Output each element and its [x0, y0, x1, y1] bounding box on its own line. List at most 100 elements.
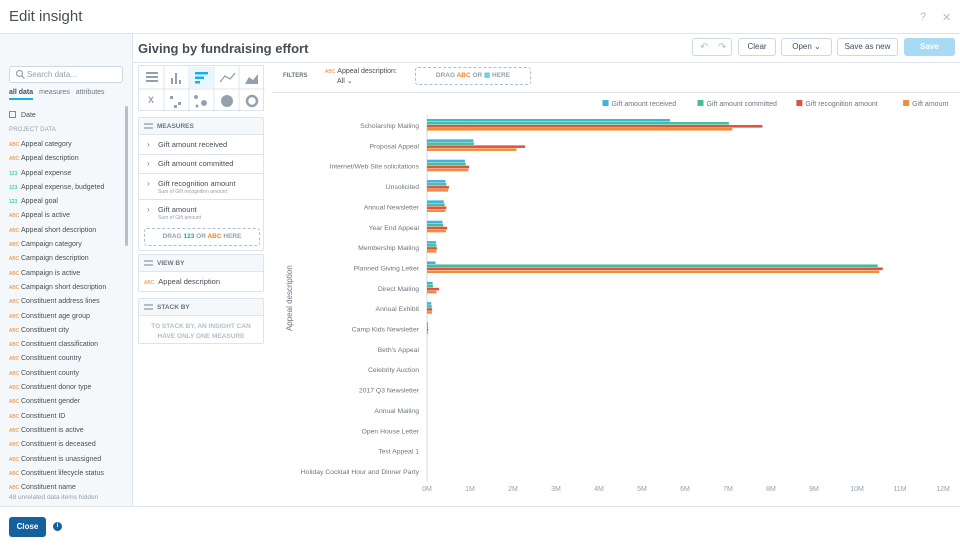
catalog-item-label: Constituent age group [21, 312, 90, 320]
bar [427, 119, 670, 122]
catalog-item-label: Constituent gender [21, 398, 81, 406]
catalog-item[interactable]: ABC Constituent name [9, 481, 123, 490]
catalog-item[interactable]: ABC Constituent is active [9, 424, 123, 438]
bar [427, 223, 444, 227]
attribute-type-icon: ABC [9, 156, 20, 163]
bar [427, 328, 429, 332]
attribute-type-icon: ABC [9, 299, 20, 306]
catalog-item[interactable]: ABC Appeal category [9, 138, 123, 152]
measure-item[interactable]: › Gift recognition amount Sum of Gift reco… [139, 174, 263, 200]
bar [427, 165, 470, 169]
attribute-type-icon: ABC [9, 227, 20, 234]
stackby-header: STACK BY [139, 299, 263, 316]
catalog-item-label: Appeal description [21, 155, 79, 163]
catalog-item[interactable]: ABC Constituent county [9, 367, 123, 381]
catalog-item[interactable]: ABC Constituent gender [9, 395, 123, 409]
measures-drop-zone[interactable]: DRAG 123 OR ABC HERE [144, 228, 260, 246]
catalog-item[interactable]: ABC Campaign category [9, 238, 123, 252]
bar [427, 325, 428, 329]
viewby-item[interactable]: ABC Appeal description [144, 277, 220, 286]
chevron-right-icon[interactable]: › [147, 159, 150, 168]
category-label: Direct Mailing [378, 286, 419, 293]
catalog-item[interactable]: ABC Constituent country [9, 352, 123, 366]
measure-item[interactable]: › Gift amount committed [139, 155, 263, 174]
divider [133, 62, 960, 63]
save-button[interactable]: Save [904, 38, 955, 56]
attribute-type-icon: ABC [9, 485, 20, 490]
bar-chart: Gift amount received Gift amount committe… [285, 100, 950, 493]
catalog-item[interactable]: ABC Constituent lifecycle status [9, 467, 123, 481]
tab-all-data[interactable]: all data [9, 89, 34, 100]
x-tick-label: 11M [893, 486, 906, 493]
catalog-item[interactable]: ABC Constituent address lines [9, 295, 123, 309]
bar [427, 284, 434, 288]
bar [427, 125, 763, 128]
table-icon [146, 72, 158, 82]
catalog-item[interactable]: ABC Constituent city [9, 324, 123, 338]
catalog-item[interactable]: 123 Appeal expense, budgeted [9, 181, 123, 195]
catalog-item[interactable]: ABC Campaign description [9, 252, 123, 266]
catalog-item[interactable]: 123 Appeal expense [9, 167, 123, 181]
clear-button[interactable]: Clear [738, 38, 776, 56]
catalog-item-label: Constituent is active [21, 426, 84, 434]
save-as-new-button[interactable]: Save as new [837, 38, 898, 56]
category-label: Unsolicited [386, 184, 419, 191]
redo-icon[interactable]: ↷ [718, 42, 727, 53]
viewby-icon [144, 260, 153, 266]
catalog-item[interactable]: 123 Appeal goal [9, 195, 123, 209]
catalog-scrollbar[interactable] [125, 106, 128, 246]
catalog-item-label: Constituent lifecycle status [21, 469, 104, 477]
bar [427, 287, 440, 291]
filter-drop-zone[interactable]: DRAG ABC OR ▦ HERE [415, 67, 531, 85]
bar [427, 305, 432, 308]
measure-item[interactable]: › Gift amount Sum of Gift amount [147, 205, 202, 221]
legend-item[interactable]: Gift amount [912, 101, 948, 108]
catalog-item-date[interactable]: Date [9, 111, 36, 119]
tab-attributes[interactable]: attributes [75, 89, 105, 96]
catalog-item[interactable]: ABC Constituent is deceased [9, 438, 123, 452]
chevron-right-icon[interactable]: › [147, 140, 150, 149]
pie-chart-icon [221, 95, 233, 107]
legend-item[interactable]: Gift amount committed [707, 101, 778, 108]
fact-type-icon: 123 [9, 184, 18, 191]
catalog-item[interactable]: ABC Constituent is unassigned [9, 453, 123, 467]
catalog-item[interactable]: ABC Constituent donor type [9, 381, 123, 395]
catalog-item[interactable]: ABC Campaign short description [9, 281, 123, 295]
tab-measures[interactable]: measures [39, 89, 70, 96]
search-input[interactable] [27, 68, 121, 81]
catalog-item[interactable]: ABC Appeal short description [9, 224, 123, 238]
undo-icon[interactable]: ↶ [700, 42, 709, 53]
filters-label: FILTERS [283, 73, 308, 79]
bar [427, 200, 444, 203]
x-tick-label: 1M [465, 486, 475, 493]
bar [427, 331, 429, 335]
info-icon[interactable]: i [53, 522, 62, 531]
catalog-item[interactable]: ABC Constituent age group [9, 310, 123, 324]
catalog-item-label: Constituent is deceased [21, 441, 96, 449]
attribute-type-icon: ABC [9, 242, 20, 249]
legend-item[interactable]: Gift recognition amount [805, 101, 877, 108]
catalog-item-label: Constituent ID [21, 412, 66, 420]
catalog-item[interactable]: ABC Campaign is active [9, 267, 123, 281]
legend-item[interactable]: Gift amount received [612, 101, 677, 108]
chevron-right-icon[interactable]: › [147, 205, 150, 214]
help-icon[interactable]: ? [920, 11, 927, 23]
measure-item[interactable]: › Gift amount received [139, 135, 263, 155]
catalog-item[interactable]: ABC Constituent classification [9, 338, 123, 352]
attribute-type-icon: ABC [9, 456, 20, 463]
close-button[interactable]: Close [9, 517, 46, 537]
catalog-item[interactable]: ABC Appeal is active [9, 209, 123, 223]
insight-title[interactable]: Giving by fundraising effort [138, 41, 309, 56]
catalog-item[interactable]: ABC Appeal description [9, 152, 123, 166]
catalog-item-label: Appeal expense, budgeted [21, 183, 105, 191]
open-button[interactable]: Open ⌄ [781, 38, 832, 56]
measures-header: MEASURES [139, 118, 263, 135]
filter-appeal-description[interactable]: ABC Appeal description: All ⌄ [325, 68, 397, 85]
bar [427, 209, 446, 212]
chevron-right-icon[interactable]: › [147, 179, 150, 188]
catalog-item-label: Constituent name [21, 484, 76, 490]
close-icon[interactable]: ✕ [942, 12, 952, 24]
category-label: Internet/Web Site solicitations [330, 164, 420, 171]
catalog-item[interactable]: ABC Constituent ID [9, 410, 123, 424]
attribute-type-icon: ABC [9, 399, 20, 406]
